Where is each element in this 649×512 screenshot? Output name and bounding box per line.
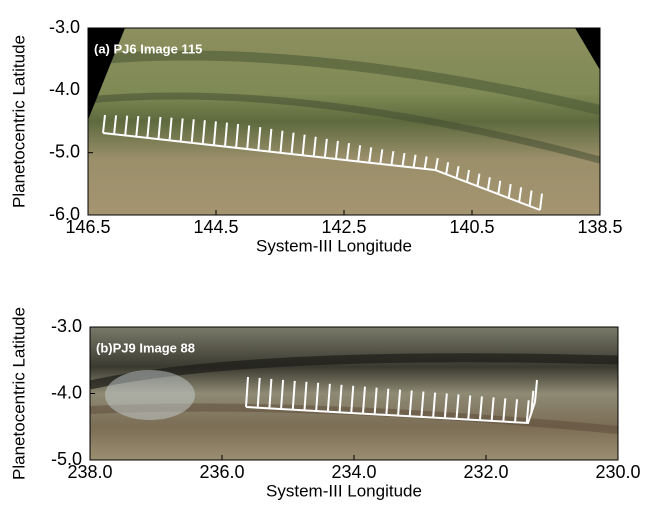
y-axis-label: Planetocentric Latitude <box>9 35 28 208</box>
x-tick-label: 144.5 <box>193 217 238 237</box>
x-tick-label: 140.5 <box>449 217 494 237</box>
x-tick-label: 232.0 <box>463 462 508 482</box>
y-tick-label: -6.0 <box>49 204 80 224</box>
y-tick-label: -5.0 <box>49 141 80 161</box>
figure: 146.5144.5142.5140.5138.5-3.0-4.0-5.0-6.… <box>0 0 649 512</box>
x-tick-label: 236.0 <box>199 462 244 482</box>
x-axis-label: System-III Longitude <box>266 481 422 500</box>
y-tick-label: -5.0 <box>51 449 82 469</box>
y-tick-label: -4.0 <box>51 382 82 402</box>
panel-label: (b)PJ9 Image 88 <box>96 340 195 355</box>
y-axis-label: Planetocentric Latitude <box>9 307 28 480</box>
x-tick-label: 234.0 <box>331 462 376 482</box>
y-tick-label: -4.0 <box>49 79 80 99</box>
y-tick-label: -3.0 <box>49 17 80 37</box>
x-tick-label: 138.5 <box>577 217 622 237</box>
x-tick-label: 230.0 <box>595 462 640 482</box>
x-tick-label: 142.5 <box>321 217 366 237</box>
x-axis-label: System-III Longitude <box>256 236 412 255</box>
y-tick-label: -3.0 <box>51 316 82 336</box>
panel-label: (a) PJ6 Image 115 <box>94 41 202 56</box>
